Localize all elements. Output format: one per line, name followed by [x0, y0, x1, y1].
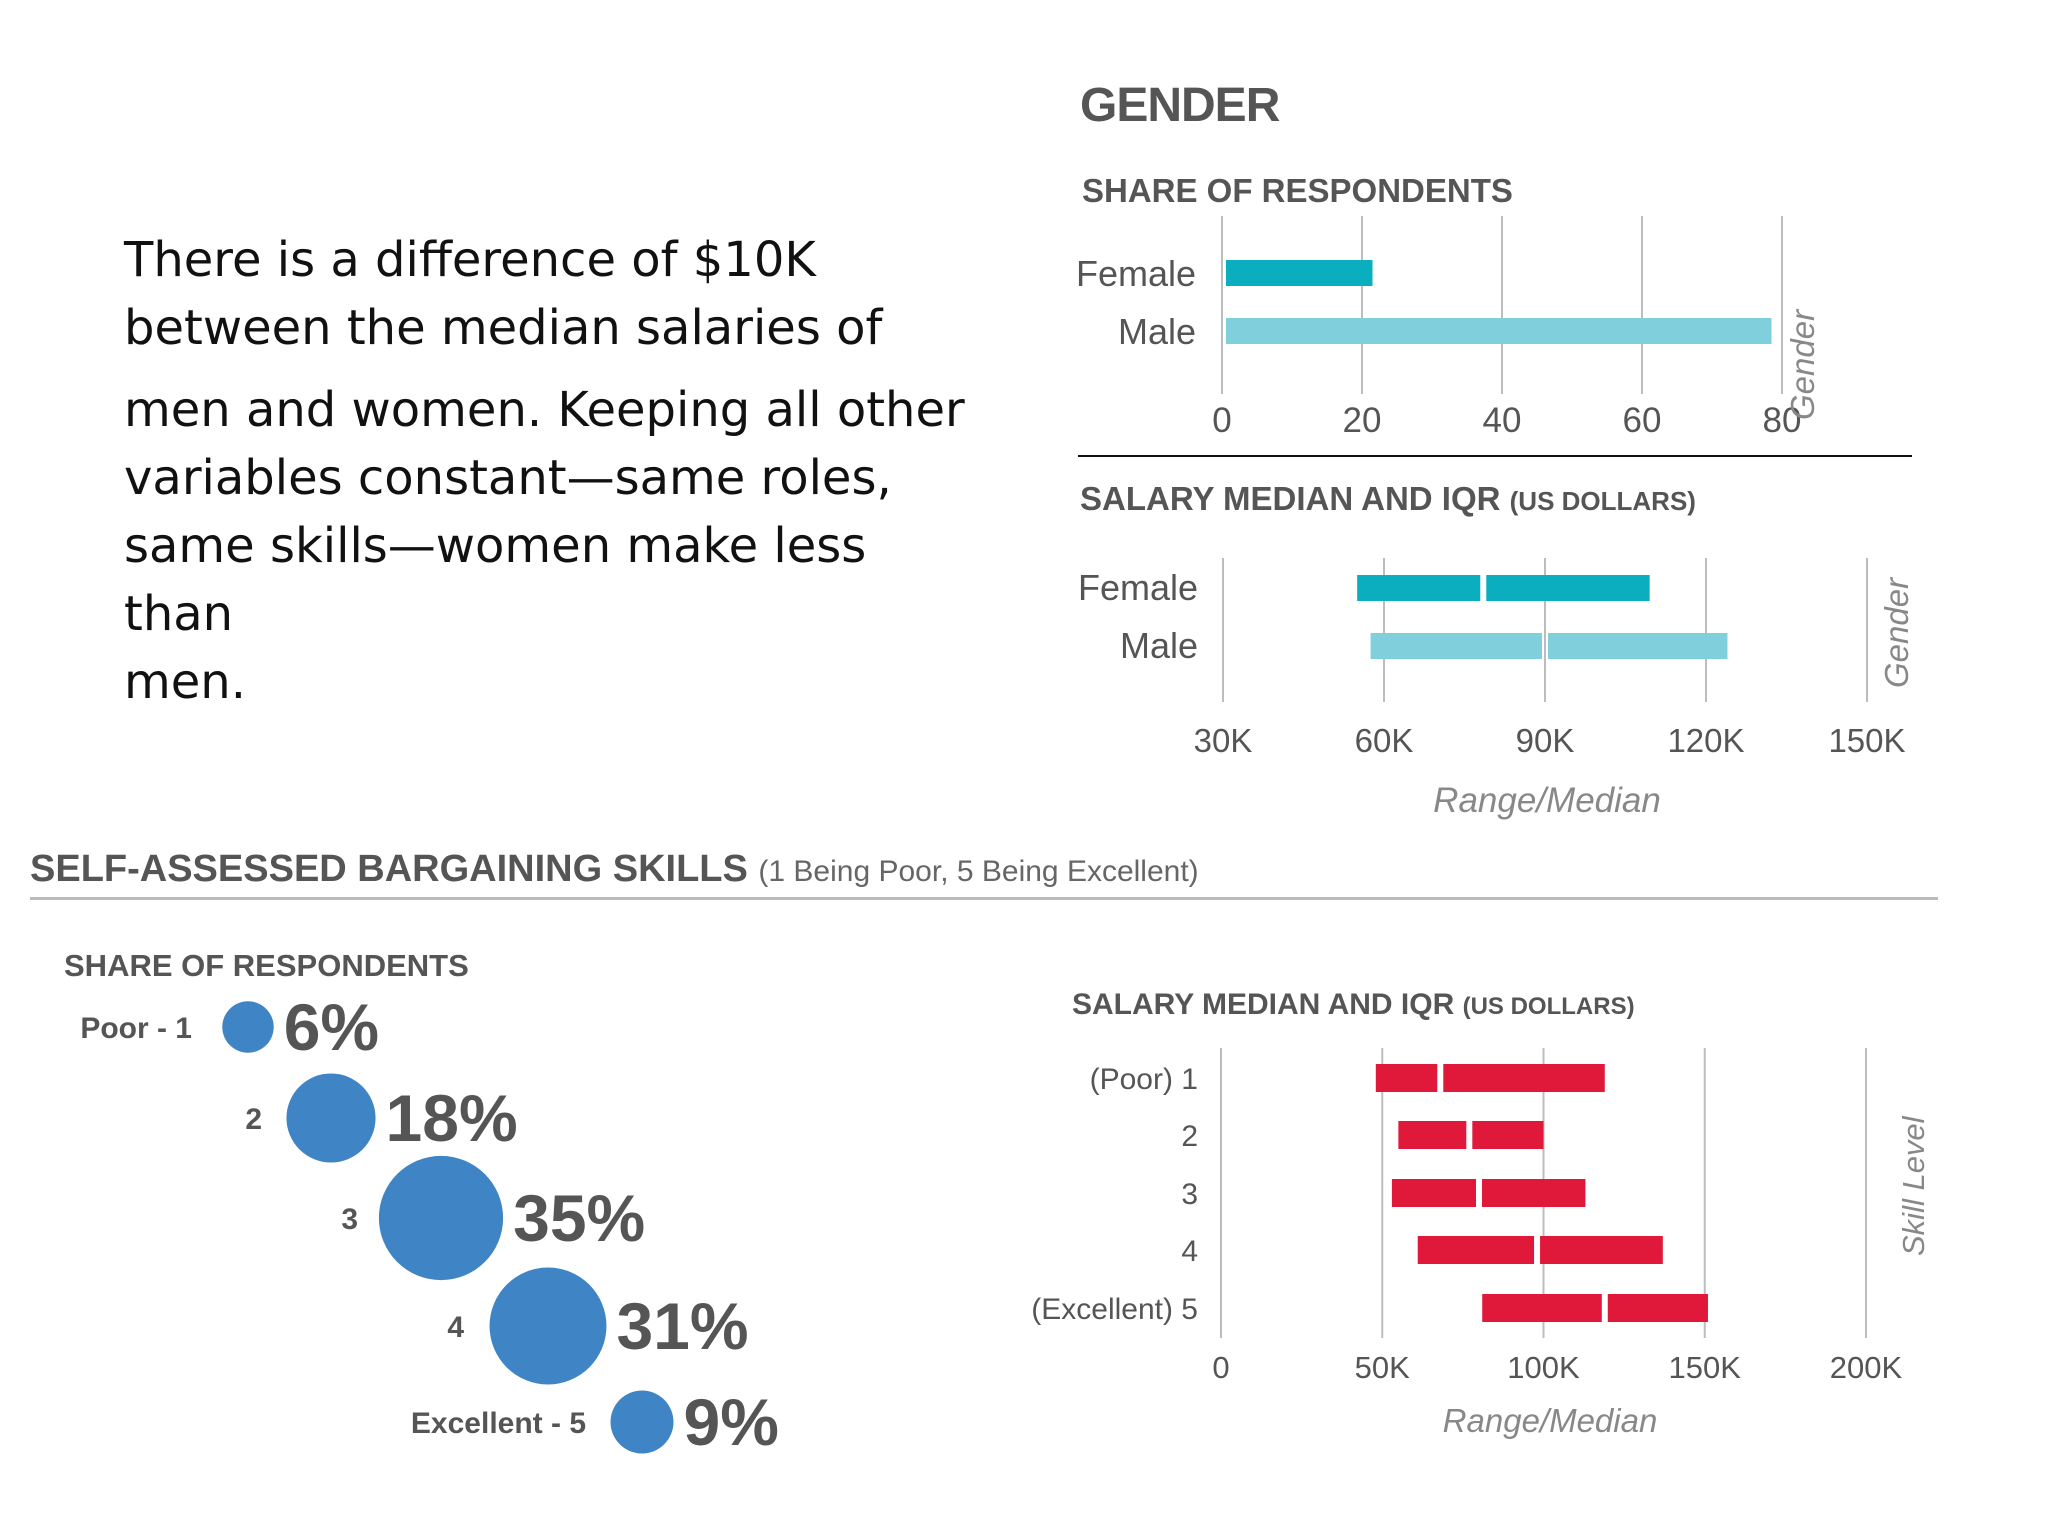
iqr-upper-female	[1486, 575, 1650, 601]
gender-share-chart: SHARE OF RESPONDENTS Female Male 0 20 40 60 8…	[1076, 172, 1821, 440]
category-label: (Excellent) 5	[1031, 1293, 1198, 1326]
skills-title: SELF-ASSESSED BARGAINING SKILLS	[30, 848, 748, 890]
bubble-skill-4	[489, 1267, 607, 1385]
skill-label: Excellent - 5	[411, 1407, 586, 1440]
intro-line-2: between the median salaries of	[124, 300, 883, 356]
skill-label: Poor - 1	[80, 1012, 192, 1045]
iqr-upper-skill-4	[1540, 1236, 1663, 1264]
x-tick-label: 60K	[1355, 722, 1414, 759]
category-label: 4	[1181, 1235, 1198, 1268]
skills-share-title: SHARE OF RESPONDENTS	[64, 948, 469, 983]
skills-divider	[30, 897, 1938, 900]
skills-salary-range-label: Range/Median	[1443, 1402, 1658, 1439]
x-tick-label: 150K	[1669, 1350, 1742, 1385]
iqr-lower-skill-3	[1391, 1179, 1476, 1207]
gender-salary-title: SALARY MEDIAN AND IQR (US DOLLARS)	[1080, 480, 1696, 517]
category-label: 2	[1181, 1120, 1198, 1153]
iqr-lower-male	[1370, 633, 1542, 659]
skills-share-chart: SHARE OF RESPONDENTS Poor - 1 6% 2 18% 3 35% 4…	[64, 948, 779, 1459]
iqr-upper-skill-2	[1472, 1121, 1544, 1149]
intro-line-4: variables constant—same roles,	[124, 450, 892, 506]
gender-salary-chart: SALARY MEDIAN AND IQR (US DOLLARS) Femal…	[1078, 480, 1915, 820]
skill-label: 2	[245, 1103, 262, 1136]
iqr-lower-female	[1357, 575, 1481, 601]
intro-line-1: There is a difference of $10K	[124, 232, 816, 288]
share-value-label: 35%	[513, 1181, 645, 1255]
share-value-label: 9%	[684, 1385, 779, 1459]
x-tick-label: 90K	[1516, 722, 1575, 759]
share-value-label: 31%	[616, 1289, 748, 1363]
iqr-upper-male	[1548, 633, 1728, 659]
intro-text: There is a difference of $10K between th…	[124, 226, 984, 716]
share-value-label: 18%	[386, 1081, 518, 1155]
bar-female	[1226, 260, 1373, 286]
category-label: (Poor) 1	[1090, 1063, 1198, 1096]
skills-salary-title: SALARY MEDIAN AND IQR (US DOLLARS)	[1072, 988, 1635, 1021]
iqr-upper-skill-3	[1482, 1179, 1586, 1207]
skills-salary-side-label: Skill Level	[1896, 1115, 1931, 1256]
bubble-skill-2	[286, 1073, 376, 1163]
x-tick-label: 80	[1763, 401, 1802, 440]
gender-share-side-label: Gender	[1784, 308, 1821, 420]
category-label: Male	[1120, 625, 1198, 666]
iqr-upper-skill-1	[1443, 1064, 1605, 1092]
x-tick-label: 0	[1212, 1350, 1229, 1385]
x-tick-label: 30K	[1194, 722, 1253, 759]
skill-label: 3	[341, 1203, 358, 1236]
category-label: Male	[1118, 311, 1196, 352]
intro-line-6: men.	[124, 654, 246, 710]
skills-salary-chart: SALARY MEDIAN AND IQR (US DOLLARS) (Poor…	[1031, 988, 1931, 1439]
bar-male	[1226, 318, 1772, 344]
gender-panel-title: GENDER	[1080, 79, 1280, 132]
iqr-lower-skill-4	[1417, 1236, 1535, 1264]
x-tick-label: 200K	[1830, 1350, 1903, 1385]
gender-divider	[1078, 455, 1912, 457]
iqr-upper-skill-5	[1607, 1294, 1708, 1322]
intro-line-5: same skills—women make less than	[124, 518, 867, 642]
gender-salary-range-label: Range/Median	[1433, 781, 1661, 820]
iqr-lower-skill-1	[1375, 1064, 1438, 1092]
skill-label: 4	[447, 1311, 464, 1344]
iqr-lower-skill-5	[1482, 1294, 1602, 1322]
skills-section-title: SELF-ASSESSED BARGAINING SKILLS (1 Being…	[30, 848, 1199, 891]
bubble-skill-5	[610, 1390, 674, 1454]
x-tick-label: 20	[1343, 401, 1382, 440]
gender-share-title: SHARE OF RESPONDENTS	[1082, 172, 1513, 209]
x-tick-label: 60	[1623, 401, 1662, 440]
skills-subtitle: (1 Being Poor, 5 Being Excellent)	[758, 855, 1199, 888]
gender-salary-side-label: Gender	[1878, 576, 1915, 688]
x-tick-label: 120K	[1667, 722, 1744, 759]
x-tick-label: 0	[1212, 401, 1231, 440]
category-label: Female	[1078, 567, 1198, 608]
iqr-lower-skill-2	[1398, 1121, 1467, 1149]
bubble-skill-3	[378, 1155, 504, 1281]
x-tick-label: 40	[1483, 401, 1522, 440]
bubble-skill-1	[222, 1001, 274, 1053]
intro-line-3: men and women. Keeping all other	[124, 382, 965, 438]
x-tick-label: 150K	[1828, 722, 1905, 759]
share-value-label: 6%	[284, 990, 379, 1064]
x-tick-label: 50K	[1355, 1350, 1410, 1385]
category-label: Female	[1076, 253, 1196, 294]
category-label: 3	[1181, 1178, 1198, 1211]
x-tick-label: 100K	[1507, 1350, 1580, 1385]
